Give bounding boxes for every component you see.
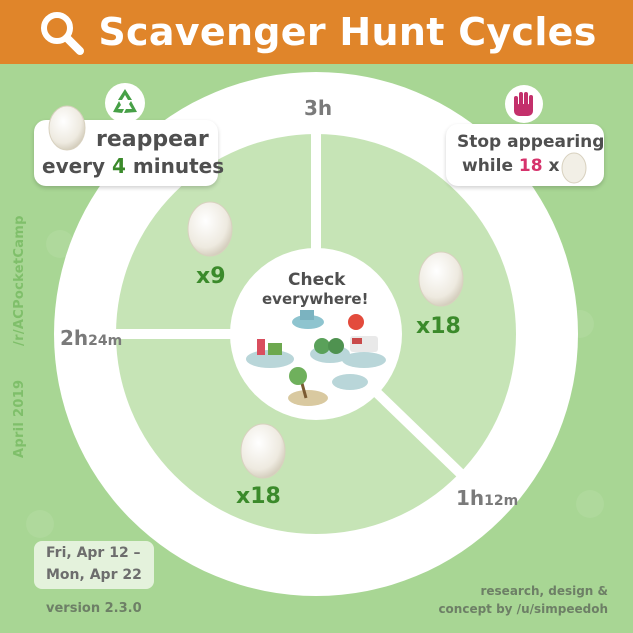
reappear-line2: every 4 minutes — [42, 154, 224, 178]
stop-line2-prefix: while — [462, 156, 519, 176]
stop-line2: while 18 x — [462, 156, 559, 176]
stop-egg-number: 18 — [518, 156, 543, 176]
recycle-icon — [105, 83, 145, 123]
egg-icon — [561, 152, 587, 184]
cycle-board: 3h 2h24m 1h12m Check everywhere! x9 x18 … — [0, 64, 633, 633]
magnifier-icon — [41, 12, 85, 55]
version-label: version 2.3.0 — [46, 601, 142, 616]
time-label-1h12m-sub: 12m — [484, 493, 519, 509]
side-caption: April 2019 /r/ACPocketCamp — [12, 215, 27, 458]
reappear-minutes-number: 4 — [112, 154, 126, 178]
egg-icon — [418, 251, 464, 307]
side-date: April 2019 — [12, 379, 27, 458]
time-label-2h24m: 2h24m — [60, 326, 122, 350]
segment-count-x18-bottom: x18 — [236, 484, 281, 509]
egg-icon — [187, 201, 233, 257]
time-label-1h12m: 1h12m — [456, 486, 518, 510]
header-bar: Scavenger Hunt Cycles — [0, 0, 633, 64]
reappear-line2-suffix: minutes — [125, 154, 225, 178]
time-label-1h12m-main: 1h — [456, 486, 485, 510]
stop-line2-suffix: x — [542, 156, 560, 176]
hand-stop-icon — [505, 85, 543, 123]
page-title: Scavenger Hunt Cycles — [98, 10, 597, 54]
center-line2: everywhere! — [262, 290, 369, 308]
center-line1: Check — [288, 270, 346, 290]
egg-icon — [48, 105, 86, 151]
reappear-line1: reappear — [96, 127, 209, 152]
segment-count-x18-right: x18 — [416, 314, 461, 339]
credit-line2: concept by /u/simpeedoh — [438, 602, 608, 616]
event-dates-line1: Fri, Apr 12 – — [46, 545, 141, 561]
credit-line1: research, design & — [480, 584, 608, 598]
reappear-line2-prefix: every — [42, 154, 113, 178]
time-label-2h24m-sub: 24m — [88, 333, 123, 349]
stop-line1: Stop appearing — [457, 132, 605, 152]
side-subreddit: /r/ACPocketCamp — [12, 215, 27, 346]
time-label-2h24m-main: 2h — [60, 326, 89, 350]
segment-count-x9: x9 — [196, 264, 226, 289]
event-dates-line2: Mon, Apr 22 — [46, 567, 142, 583]
campsite-map-icon — [246, 310, 386, 406]
time-label-3h: 3h — [304, 96, 333, 120]
event-dates-box — [34, 541, 154, 589]
egg-icon — [240, 423, 286, 479]
